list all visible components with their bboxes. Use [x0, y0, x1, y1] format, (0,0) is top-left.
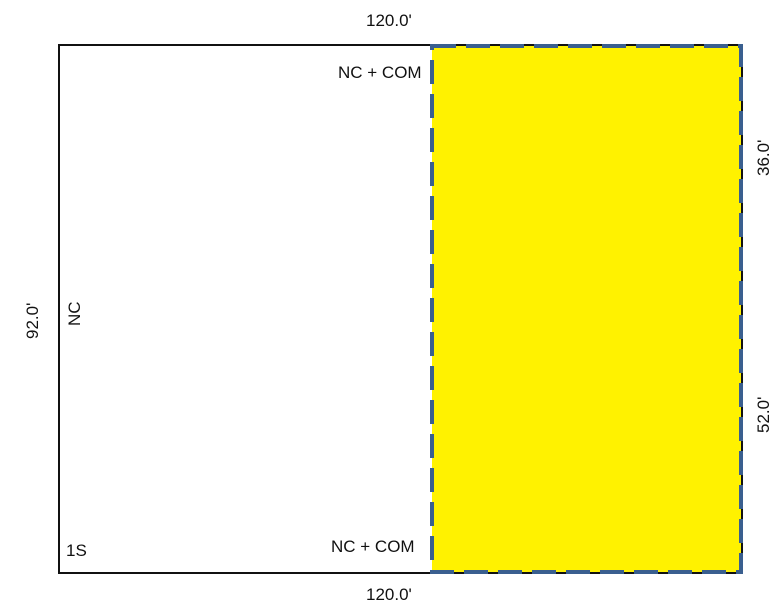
- area-label-corner: 1S: [66, 541, 87, 560]
- dimension-bottom: 120.0': [366, 585, 412, 604]
- dimension-top: 120.0': [366, 11, 412, 30]
- dimension-right-lower: 52.0': [754, 397, 773, 433]
- dimension-left: 92.0': [23, 303, 42, 339]
- area-label-top: NC + COM: [338, 63, 422, 82]
- area-label-bottom: NC + COM: [331, 537, 415, 556]
- highlighted-area: [430, 44, 743, 574]
- area-label-left: NC: [65, 301, 84, 326]
- dimension-right-upper: 36.0': [754, 140, 773, 176]
